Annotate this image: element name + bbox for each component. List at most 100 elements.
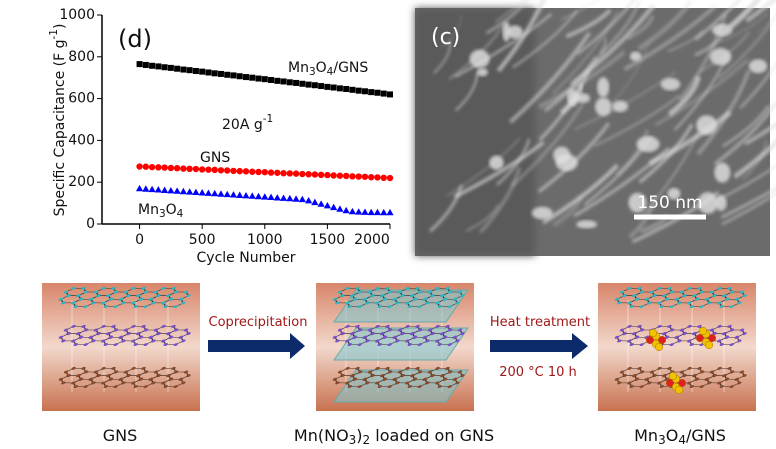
atom bbox=[677, 339, 682, 343]
atom bbox=[417, 290, 423, 294]
atom bbox=[377, 385, 383, 389]
atom bbox=[352, 297, 358, 301]
atom bbox=[101, 324, 106, 328]
marker bbox=[348, 207, 357, 215]
marker bbox=[148, 163, 156, 171]
x-tick-label: 1500 bbox=[310, 232, 346, 248]
step-condition: 200 °C 10 h bbox=[499, 365, 577, 380]
atom bbox=[679, 290, 685, 294]
marker bbox=[387, 91, 393, 98]
atom bbox=[143, 290, 149, 294]
atom bbox=[143, 305, 149, 309]
atom bbox=[96, 332, 101, 336]
atom bbox=[634, 297, 640, 301]
atom bbox=[425, 381, 430, 385]
atom bbox=[345, 366, 350, 370]
atom bbox=[405, 324, 410, 328]
sem-fiber bbox=[576, 0, 636, 56]
sem-fiber bbox=[512, 10, 578, 69]
y-tick-label: 800 bbox=[68, 49, 95, 65]
atom bbox=[617, 339, 622, 343]
atom bbox=[138, 335, 144, 339]
atom bbox=[340, 332, 345, 336]
sem-fiber bbox=[733, 139, 776, 179]
atom bbox=[417, 385, 423, 389]
atom bbox=[171, 286, 176, 290]
atom bbox=[113, 370, 119, 374]
marker bbox=[279, 194, 288, 201]
sem-fiber bbox=[494, 0, 525, 23]
atom bbox=[387, 305, 393, 309]
marker bbox=[142, 61, 149, 68]
atom bbox=[699, 305, 705, 309]
atom bbox=[682, 294, 687, 298]
atom bbox=[619, 290, 625, 294]
atom bbox=[729, 290, 735, 294]
atom bbox=[357, 328, 363, 332]
atom bbox=[662, 374, 667, 378]
atom bbox=[697, 324, 702, 328]
atom bbox=[629, 343, 635, 347]
marker bbox=[236, 73, 243, 80]
atom bbox=[455, 301, 460, 305]
atom bbox=[452, 297, 458, 301]
atom bbox=[687, 286, 692, 290]
atom bbox=[657, 324, 662, 328]
atom bbox=[427, 370, 433, 374]
atom bbox=[719, 385, 725, 389]
cluster-atom bbox=[677, 378, 687, 388]
marker bbox=[293, 79, 300, 86]
atom bbox=[133, 305, 139, 309]
marker bbox=[217, 70, 224, 77]
atom bbox=[83, 370, 89, 374]
atom bbox=[103, 385, 109, 389]
marker bbox=[355, 173, 362, 180]
atom bbox=[66, 374, 71, 378]
atom bbox=[126, 332, 131, 336]
atom bbox=[667, 366, 672, 370]
atom bbox=[455, 339, 460, 343]
marker bbox=[142, 185, 150, 192]
sem-fiber bbox=[609, 42, 649, 107]
atom bbox=[687, 366, 692, 370]
atom bbox=[340, 294, 345, 298]
marker bbox=[317, 200, 325, 207]
atom bbox=[445, 366, 450, 370]
marker bbox=[336, 205, 344, 212]
atom bbox=[704, 297, 710, 301]
marker bbox=[261, 193, 269, 200]
atom bbox=[332, 335, 338, 339]
chart-panel-label: (d) bbox=[118, 25, 152, 53]
atom bbox=[709, 328, 715, 332]
marker bbox=[292, 195, 300, 202]
atom bbox=[717, 286, 722, 290]
atom bbox=[365, 339, 370, 343]
panel-caption: Mn3O4/GNS bbox=[634, 426, 726, 447]
atom bbox=[121, 339, 126, 343]
atom bbox=[136, 374, 141, 378]
atom bbox=[442, 297, 448, 301]
lattice bbox=[58, 286, 191, 309]
atom bbox=[113, 305, 119, 309]
x-axis-title: Cycle Number bbox=[197, 250, 296, 266]
sem-fiber bbox=[742, 140, 767, 180]
marker bbox=[173, 187, 181, 194]
marker bbox=[274, 169, 281, 176]
marker bbox=[180, 66, 187, 73]
atom bbox=[687, 339, 692, 343]
atom bbox=[437, 343, 443, 347]
atom bbox=[76, 332, 81, 336]
sem-fiber bbox=[565, 8, 612, 39]
atom bbox=[412, 297, 418, 301]
marker bbox=[368, 89, 375, 96]
atom bbox=[412, 377, 418, 381]
atom bbox=[697, 286, 702, 290]
atom bbox=[639, 305, 645, 309]
atom bbox=[58, 297, 64, 301]
sem-fiber bbox=[552, 10, 620, 95]
cluster-atom bbox=[645, 335, 655, 345]
atom bbox=[717, 381, 722, 385]
atom bbox=[662, 294, 667, 298]
atom bbox=[407, 385, 413, 389]
atom bbox=[362, 335, 368, 339]
